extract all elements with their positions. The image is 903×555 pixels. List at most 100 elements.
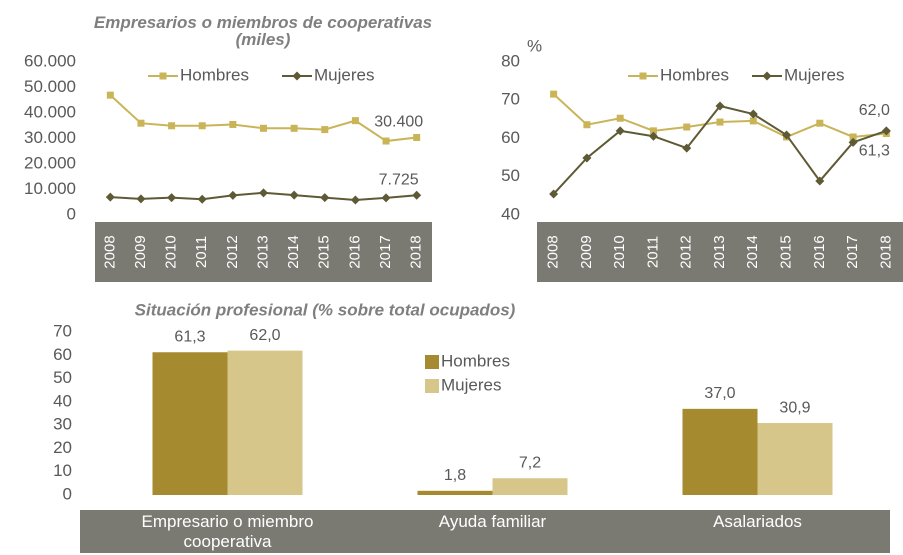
bar <box>492 478 568 495</box>
marker <box>639 72 647 80</box>
marker <box>159 72 167 80</box>
marker <box>350 195 360 205</box>
category-band <box>95 222 432 282</box>
marker <box>320 193 330 203</box>
marker <box>137 119 145 127</box>
x-tick-label: 2013 <box>254 235 271 268</box>
marker <box>260 124 267 132</box>
marker <box>198 122 206 130</box>
y-tick-label: 40 <box>53 391 72 410</box>
x-tick-label: 2008 <box>101 235 118 268</box>
legend-label: Mujeres <box>784 65 844 84</box>
x-tick-label: 2014 <box>285 235 302 268</box>
marker <box>715 101 725 111</box>
marker <box>582 153 592 163</box>
marker <box>321 126 329 134</box>
legend-label: Hombres <box>180 65 249 84</box>
x-tick-label: 2016 <box>346 235 363 268</box>
x-tick-label: 2014 <box>744 235 761 268</box>
data-label: 7.725 <box>379 172 419 189</box>
x-tick-label: Ayuda familiar <box>438 512 547 531</box>
series-line <box>109 94 417 143</box>
category-band <box>80 510 890 553</box>
legend-label: Mujeres <box>441 375 501 394</box>
marker <box>583 121 591 129</box>
x-tick-label: 2011 <box>193 236 210 268</box>
marker <box>782 130 792 140</box>
bar <box>152 352 228 495</box>
marker <box>683 123 691 131</box>
marker <box>105 192 115 202</box>
marker <box>716 118 724 126</box>
marker <box>289 190 299 200</box>
marker <box>229 120 237 128</box>
x-tick-label: 2009 <box>578 235 595 268</box>
data-label: 61,3 <box>859 143 890 160</box>
category-band <box>537 222 903 282</box>
x-tick-label: 2016 <box>811 235 828 268</box>
marker <box>762 71 772 81</box>
x-tick-label: 2017 <box>377 235 394 268</box>
x-tick-label: 2009 <box>132 235 149 268</box>
marker <box>106 91 114 99</box>
y-axis-label: % <box>527 36 542 55</box>
data-label: 61,3 <box>174 328 205 345</box>
y-tick-label: 40.000 <box>24 102 76 121</box>
legend-swatch <box>425 379 439 393</box>
x-tick-label: 2012 <box>224 235 241 268</box>
marker <box>413 133 421 141</box>
marker <box>881 126 891 136</box>
marker <box>382 137 390 145</box>
legend-label: Hombres <box>660 65 729 84</box>
y-tick-label: 70 <box>53 321 72 340</box>
y-tick-label: 10.000 <box>24 179 76 198</box>
marker <box>292 71 302 81</box>
marker <box>816 119 824 127</box>
data-label: 30,9 <box>779 399 810 416</box>
marker <box>351 117 359 125</box>
x-tick-label: Empresario o miembro cooperativa <box>141 512 314 551</box>
y-tick-label: 60.000 <box>24 51 76 70</box>
x-tick-label: 2015 <box>316 235 333 268</box>
marker <box>412 190 422 200</box>
data-label: 1,8 <box>444 467 466 484</box>
x-tick-label: 2012 <box>678 235 695 268</box>
y-tick-label: 0 <box>63 484 72 503</box>
x-tick-label: 2008 <box>545 235 562 268</box>
y-tick-label: 50 <box>501 166 520 185</box>
y-tick-label: 20 <box>53 438 72 457</box>
legend-label: Hombres <box>441 351 510 370</box>
x-tick-label: 2013 <box>711 235 728 268</box>
chart-title: Situación profesional (% sobre total ocu… <box>135 300 516 319</box>
marker <box>848 137 858 147</box>
marker <box>168 122 176 130</box>
marker <box>616 114 624 122</box>
marker <box>649 127 657 135</box>
bar <box>682 408 758 495</box>
marker <box>259 188 268 198</box>
x-tick-label: 2018 <box>877 235 894 268</box>
data-label: 37,0 <box>704 385 735 402</box>
marker <box>290 124 298 132</box>
marker <box>849 133 857 141</box>
marker <box>749 117 757 125</box>
y-tick-label: 60 <box>53 345 72 364</box>
marker <box>682 143 692 153</box>
y-tick-label: 30 <box>53 415 72 434</box>
y-tick-label: 70 <box>501 90 520 109</box>
x-tick-label: 2015 <box>778 235 795 268</box>
marker <box>197 194 207 204</box>
x-tick-label: 2017 <box>844 235 861 268</box>
x-tick-label: 2010 <box>611 235 628 268</box>
y-tick-label: 50 <box>53 368 72 387</box>
x-tick-label: 2011 <box>644 236 661 268</box>
marker <box>167 193 177 203</box>
y-tick-label: 80 <box>501 51 520 70</box>
marker <box>648 131 658 141</box>
bar <box>227 350 303 495</box>
y-tick-label: 50.000 <box>24 77 76 96</box>
data-label: 62,0 <box>859 102 890 119</box>
data-label: 7,2 <box>519 454 541 471</box>
